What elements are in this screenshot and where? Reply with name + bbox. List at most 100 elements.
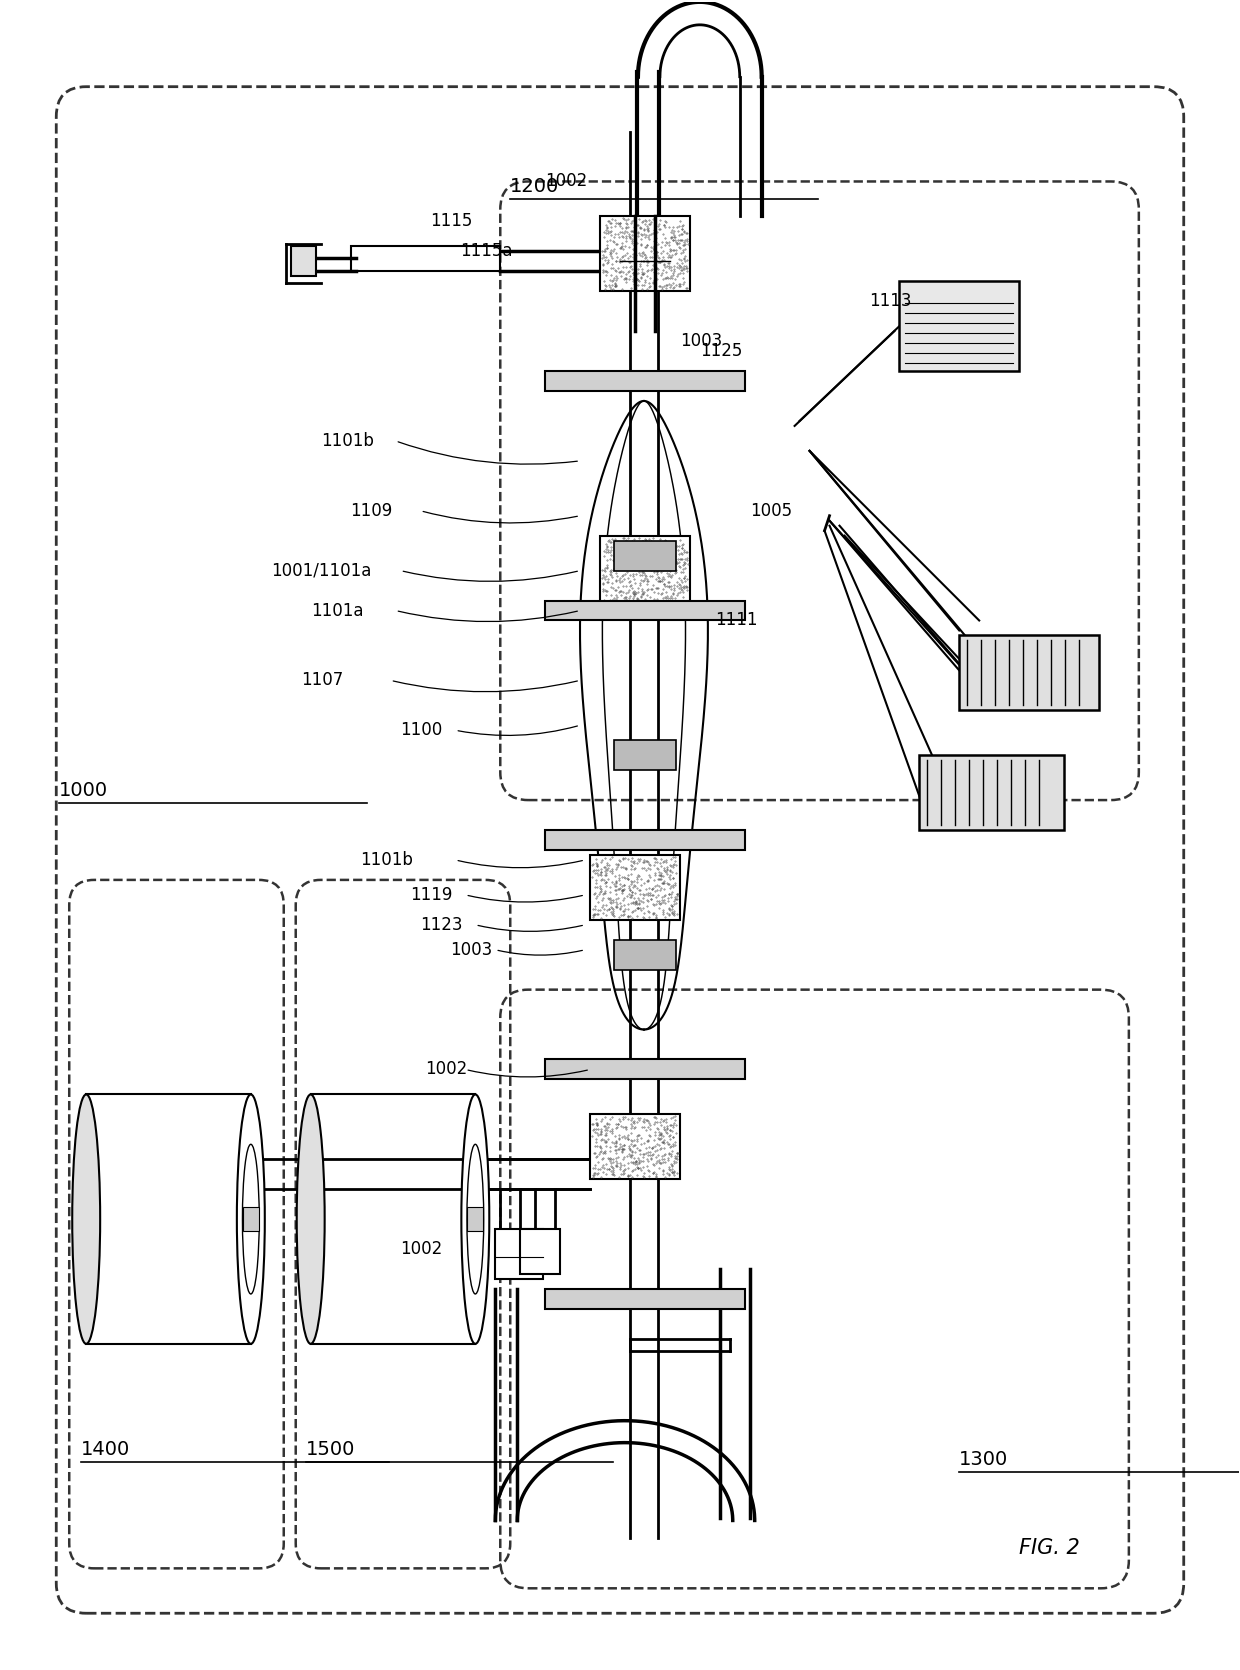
Point xyxy=(671,576,691,603)
Point xyxy=(599,526,619,553)
Point xyxy=(661,1132,681,1159)
Point xyxy=(646,883,666,910)
Point xyxy=(606,1116,626,1142)
Point xyxy=(632,261,652,287)
Point xyxy=(583,1111,603,1137)
Point xyxy=(596,563,616,590)
Point xyxy=(604,224,624,250)
Point xyxy=(647,888,667,915)
Point xyxy=(649,564,668,591)
Point xyxy=(634,240,653,267)
Point xyxy=(622,845,642,872)
Point xyxy=(606,559,626,586)
Bar xyxy=(351,245,500,271)
Point xyxy=(635,1114,655,1141)
Point xyxy=(600,274,620,301)
Point xyxy=(613,1139,632,1166)
Point xyxy=(596,892,616,919)
Point xyxy=(650,887,670,913)
Point xyxy=(613,902,632,929)
Point xyxy=(613,1132,632,1159)
Point xyxy=(626,888,646,915)
Point xyxy=(600,586,620,613)
Point xyxy=(647,558,667,584)
Point xyxy=(600,878,620,905)
Point xyxy=(675,554,694,581)
Point xyxy=(609,209,629,235)
Point xyxy=(640,882,660,908)
Text: 1123: 1123 xyxy=(420,915,463,934)
Point xyxy=(632,581,652,608)
Point xyxy=(658,1154,678,1181)
Point xyxy=(640,863,660,890)
Point xyxy=(663,579,683,606)
Point xyxy=(596,1121,616,1147)
Point xyxy=(605,576,625,603)
Point xyxy=(661,244,681,271)
Point xyxy=(606,1152,626,1179)
Point xyxy=(585,880,605,907)
Point xyxy=(603,524,622,551)
Point xyxy=(600,210,620,237)
Point xyxy=(631,259,651,286)
Point xyxy=(624,533,644,559)
Point xyxy=(637,247,657,274)
Point xyxy=(631,566,651,593)
Point xyxy=(618,558,637,584)
Point xyxy=(631,546,651,573)
Point xyxy=(614,1136,634,1162)
Point xyxy=(605,591,625,618)
Point xyxy=(627,1109,647,1136)
Point xyxy=(639,274,658,301)
Point xyxy=(644,1159,663,1186)
Point xyxy=(606,885,626,912)
Point xyxy=(651,1121,671,1147)
Point xyxy=(627,266,647,292)
Point xyxy=(605,539,625,566)
Point xyxy=(625,579,645,606)
Point xyxy=(663,1111,683,1137)
Point xyxy=(672,215,692,242)
Point xyxy=(649,212,668,239)
Point xyxy=(637,249,657,276)
Point xyxy=(621,528,641,554)
Point xyxy=(619,880,639,907)
Point xyxy=(624,1107,644,1134)
Point xyxy=(600,1134,620,1161)
Point xyxy=(668,252,688,279)
Point xyxy=(639,576,658,603)
Point xyxy=(667,254,687,281)
Point xyxy=(583,852,603,878)
Point xyxy=(595,880,615,907)
Point xyxy=(646,225,666,252)
Point xyxy=(590,873,610,900)
Point xyxy=(646,1162,666,1189)
Point xyxy=(661,583,681,610)
Point xyxy=(663,219,683,245)
Point xyxy=(665,1107,684,1134)
Point xyxy=(663,1114,683,1141)
Point xyxy=(655,214,675,240)
Point xyxy=(667,262,687,289)
Point xyxy=(621,882,641,908)
Point xyxy=(611,235,631,262)
Point xyxy=(630,250,650,277)
Point xyxy=(663,1131,683,1157)
Point xyxy=(670,207,689,234)
Point xyxy=(661,1117,681,1144)
Point xyxy=(667,1141,687,1167)
Point xyxy=(677,254,697,281)
Point xyxy=(653,571,673,598)
Point xyxy=(598,850,618,877)
Point xyxy=(653,566,673,593)
Point xyxy=(621,571,641,598)
Point xyxy=(661,563,681,590)
Point xyxy=(596,1151,616,1177)
Point xyxy=(671,559,691,586)
Point xyxy=(641,256,661,282)
Point xyxy=(653,539,673,566)
Point xyxy=(660,852,680,878)
Point xyxy=(613,524,632,551)
Point xyxy=(663,1149,683,1176)
Point xyxy=(631,551,651,578)
